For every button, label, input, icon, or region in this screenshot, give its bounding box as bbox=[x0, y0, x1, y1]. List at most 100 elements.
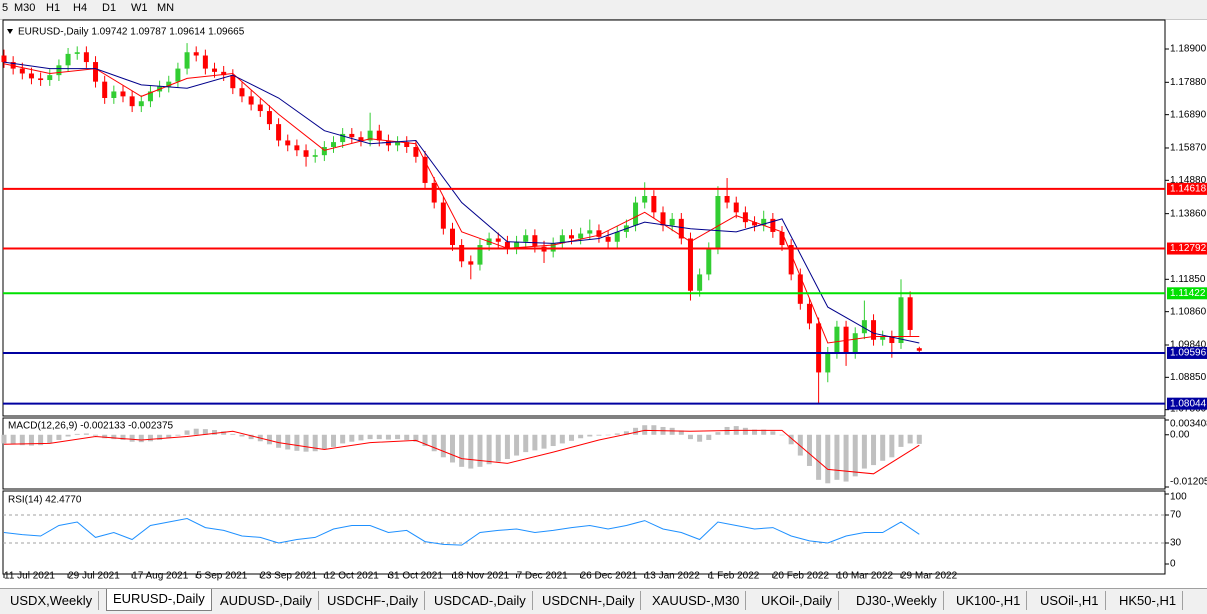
symbol-tab[interactable]: USOil-,H1 bbox=[1034, 591, 1106, 610]
timeframe-button[interactable]: H1 bbox=[46, 2, 61, 14]
timeframe-button[interactable]: W1 bbox=[131, 2, 148, 14]
macd-bar bbox=[477, 434, 483, 467]
symbol-tab[interactable]: USDCHF-,Daily bbox=[321, 591, 425, 610]
macd-bar bbox=[10, 434, 16, 445]
symbol-tab[interactable]: EURUSD-,Daily bbox=[106, 589, 212, 611]
macd-bar bbox=[788, 434, 794, 445]
x-tick-label: 29 Jul 2021 bbox=[68, 571, 120, 582]
symbol-tab[interactable]: HK50-,H1 bbox=[1113, 591, 1184, 610]
candle-body bbox=[678, 218, 684, 239]
candle-body bbox=[1, 55, 7, 63]
macd-bar bbox=[358, 434, 364, 441]
macd-bar bbox=[431, 434, 437, 452]
macd-bar bbox=[687, 434, 693, 440]
candle-body bbox=[147, 91, 153, 102]
macd-bar bbox=[861, 434, 867, 469]
candle-body bbox=[587, 230, 593, 234]
chart-title: EURUSD-,Daily 1.09742 1.09787 1.09614 1.… bbox=[18, 27, 245, 38]
candle-body bbox=[93, 62, 99, 82]
candle-body bbox=[495, 238, 501, 242]
symbol-tab[interactable]: USDX,Weekly bbox=[4, 591, 100, 610]
macd-bar bbox=[19, 434, 25, 446]
rsi-title: RSI(14) 42.4770 bbox=[8, 495, 82, 506]
candle-body bbox=[358, 137, 364, 141]
symbol-tab[interactable]: DJ30-,Weekly bbox=[850, 591, 944, 610]
macd-bar bbox=[486, 434, 492, 465]
timeframe-button[interactable]: D1 bbox=[102, 2, 117, 14]
candle-body bbox=[706, 248, 712, 275]
macd-bar bbox=[504, 434, 510, 460]
symbol-tab[interactable]: USDCAD-,Daily bbox=[428, 591, 533, 610]
macd-bar bbox=[459, 434, 465, 467]
candle-body bbox=[550, 243, 556, 252]
candle-body bbox=[504, 241, 510, 249]
symbol-tab[interactable]: UK100-,H1 bbox=[950, 591, 1028, 610]
candle-body bbox=[221, 71, 227, 76]
candle-body bbox=[129, 96, 135, 107]
symbol-tab[interactable]: USDCNH-,Daily bbox=[536, 591, 642, 610]
macd-bar bbox=[74, 433, 80, 435]
macd-bar bbox=[221, 431, 227, 435]
symbol-tab[interactable]: AUDUSD-,Daily bbox=[214, 591, 319, 610]
candle-body bbox=[459, 245, 465, 262]
chart: EURUSD-,Daily 1.09742 1.09787 1.09614 1.… bbox=[1, 19, 1207, 582]
candle-body bbox=[422, 156, 428, 183]
candle-body bbox=[367, 130, 373, 141]
candle-body bbox=[413, 146, 419, 157]
macd-bar bbox=[147, 434, 153, 442]
timeframe-button[interactable]: MN bbox=[157, 2, 175, 14]
macd-bar bbox=[706, 434, 712, 440]
candle-body bbox=[276, 124, 282, 141]
macd-bar bbox=[230, 433, 236, 435]
macd-bar bbox=[907, 434, 913, 444]
main-panel bbox=[2, 19, 1166, 417]
macd-bar bbox=[276, 434, 282, 448]
candle-body bbox=[834, 326, 840, 353]
candle-body bbox=[294, 145, 300, 151]
macd-bar bbox=[331, 434, 337, 447]
collapse-icon bbox=[7, 29, 13, 34]
y-tick-label: 30 bbox=[1170, 538, 1182, 549]
macd-bar bbox=[806, 434, 812, 466]
macd-bar bbox=[111, 434, 117, 440]
candle-body bbox=[514, 241, 520, 249]
macd-bar bbox=[523, 434, 529, 453]
macd-bar bbox=[321, 434, 327, 450]
macd-bar bbox=[404, 434, 410, 440]
y-tick-label: 1.16890 bbox=[1170, 109, 1207, 120]
candle-body bbox=[916, 348, 922, 351]
symbol-tabs: USDX,Weekly EURUSD-,Daily AUDUSD-,Daily USD… bbox=[0, 588, 1207, 614]
candle-body bbox=[523, 235, 529, 242]
macd-bar bbox=[834, 434, 840, 480]
candle-body bbox=[477, 245, 483, 265]
timeframe-button[interactable]: M30 bbox=[14, 2, 36, 14]
candle-body bbox=[568, 235, 574, 239]
timeframe-button[interactable]: 5 bbox=[2, 2, 9, 14]
macd-bar bbox=[175, 434, 181, 436]
timeframe-button[interactable]: H4 bbox=[73, 2, 88, 14]
candle-body bbox=[596, 230, 602, 237]
candle-body bbox=[202, 55, 208, 69]
candle-body bbox=[898, 297, 904, 344]
macd-bar bbox=[83, 433, 89, 435]
macd-bar bbox=[633, 427, 639, 435]
macd-bar bbox=[166, 434, 172, 439]
symbol-tab[interactable]: XAUUSD-,M30 bbox=[646, 591, 747, 610]
macd-bar bbox=[871, 434, 877, 466]
y-tick-label: 0.003408 bbox=[1170, 419, 1207, 430]
candle-body bbox=[331, 142, 337, 147]
symbol-tab[interactable]: UKOil-,Daily bbox=[755, 591, 839, 610]
macd-bar bbox=[514, 434, 520, 456]
candle-body bbox=[861, 320, 867, 334]
macd-bar bbox=[65, 434, 71, 437]
x-tick-label: 23 Sep 2021 bbox=[260, 571, 317, 582]
candle-body bbox=[248, 96, 254, 105]
macd-bar bbox=[56, 434, 62, 440]
y-tick-label: 0.00 bbox=[1170, 429, 1190, 440]
macd-bar bbox=[47, 434, 53, 444]
macd-bar bbox=[898, 434, 904, 447]
level-label-box bbox=[1167, 346, 1207, 359]
candle-body bbox=[642, 196, 648, 203]
macd-bar bbox=[239, 434, 245, 437]
macd-bar bbox=[340, 434, 346, 444]
